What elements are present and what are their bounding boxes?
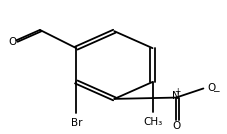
Text: O: O [9, 37, 17, 47]
Text: O: O [207, 83, 215, 94]
Text: CH₃: CH₃ [143, 117, 162, 127]
Text: N: N [172, 91, 180, 101]
Text: O: O [172, 121, 180, 131]
Text: Br: Br [71, 118, 82, 128]
Text: −: − [212, 87, 219, 96]
Text: +: + [174, 87, 180, 96]
